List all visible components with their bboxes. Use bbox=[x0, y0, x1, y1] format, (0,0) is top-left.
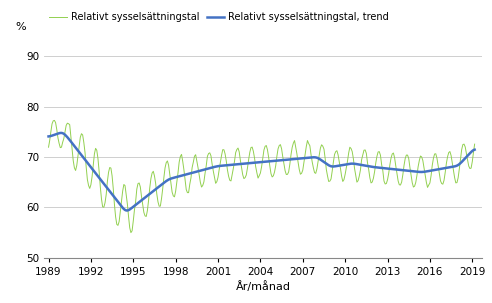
Relativt sysselsättningstal bbox=[46, 145, 52, 149]
Relativt sysselsättningstal, trend bbox=[228, 163, 234, 167]
Relativt sysselsättningstal, trend bbox=[59, 131, 64, 135]
Relativt sysselsättningstal bbox=[88, 183, 94, 187]
Relativt sysselsättningstal, trend bbox=[124, 209, 130, 212]
Line: Relativt sysselsättningstal, trend: Relativt sysselsättningstal, trend bbox=[49, 133, 475, 211]
Relativt sysselsättningstal, trend bbox=[472, 148, 478, 152]
Legend: Relativt sysselsättningstal, Relativt sysselsättningstal, trend: Relativt sysselsättningstal, Relativt sy… bbox=[49, 12, 389, 22]
Relativt sysselsättningstal, trend bbox=[371, 165, 377, 169]
Relativt sysselsättningstal, trend bbox=[88, 165, 94, 169]
Relativt sysselsättningstal, trend bbox=[143, 195, 149, 198]
Y-axis label: %: % bbox=[15, 22, 26, 32]
Relativt sysselsättningstal bbox=[128, 231, 134, 235]
Relativt sysselsättningstal bbox=[228, 179, 234, 183]
Relativt sysselsättningstal, trend bbox=[69, 141, 75, 145]
Relativt sysselsättningstal, trend bbox=[152, 188, 157, 192]
Relativt sysselsättningstal, trend bbox=[46, 135, 52, 138]
Relativt sysselsättningstal bbox=[371, 170, 377, 174]
Relativt sysselsättningstal bbox=[472, 142, 478, 146]
Relativt sysselsättningstal bbox=[52, 118, 58, 122]
Relativt sysselsättningstal bbox=[152, 174, 157, 178]
Line: Relativt sysselsättningstal: Relativt sysselsättningstal bbox=[49, 120, 475, 233]
Relativt sysselsättningstal bbox=[69, 146, 75, 150]
X-axis label: År/månad: År/månad bbox=[236, 281, 291, 292]
Relativt sysselsättningstal bbox=[143, 215, 149, 218]
